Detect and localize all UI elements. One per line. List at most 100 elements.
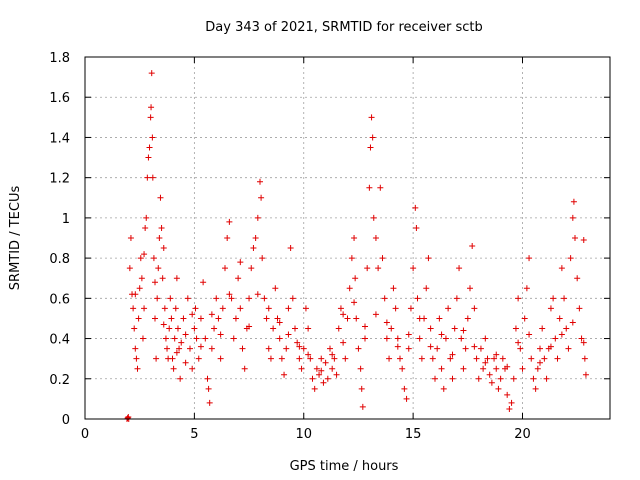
y-tick-label: 1 bbox=[62, 212, 70, 227]
data-point bbox=[164, 345, 171, 352]
data-point bbox=[556, 315, 563, 322]
y-tick-label: 0.4 bbox=[49, 333, 70, 348]
data-point bbox=[541, 355, 548, 362]
data-point bbox=[412, 204, 419, 211]
data-point bbox=[329, 365, 336, 372]
data-point bbox=[192, 305, 199, 312]
data-point bbox=[333, 371, 340, 378]
data-point bbox=[495, 385, 502, 392]
data-point bbox=[348, 255, 355, 262]
data-point bbox=[285, 331, 292, 338]
data-point bbox=[189, 365, 196, 372]
data-point bbox=[138, 275, 145, 282]
data-point bbox=[202, 335, 209, 342]
data-point bbox=[418, 355, 425, 362]
chart-title: Day 343 of 2021, SRMTID for receiver sct… bbox=[205, 20, 482, 35]
data-point bbox=[148, 104, 155, 111]
x-tick-label: 10 bbox=[295, 427, 312, 442]
data-point bbox=[413, 224, 420, 231]
x-tick-labels: 0 5 10 15 20 bbox=[81, 427, 531, 442]
data-point bbox=[307, 355, 314, 362]
data-point bbox=[539, 325, 546, 332]
data-point bbox=[254, 214, 261, 221]
data-point bbox=[392, 305, 399, 312]
data-point bbox=[205, 385, 212, 392]
data-point bbox=[367, 144, 374, 151]
data-point bbox=[467, 285, 473, 292]
data-point bbox=[296, 355, 303, 362]
data-point bbox=[526, 255, 533, 262]
data-point bbox=[427, 325, 434, 332]
data-point bbox=[226, 218, 233, 225]
data-point bbox=[302, 305, 309, 312]
x-axis-label: GPS time / hours bbox=[290, 459, 399, 474]
data-point bbox=[537, 359, 543, 366]
data-point bbox=[416, 315, 423, 322]
data-point bbox=[403, 395, 410, 402]
data-point bbox=[432, 375, 438, 382]
data-point bbox=[561, 295, 568, 302]
data-points bbox=[124, 70, 589, 422]
data-point bbox=[204, 375, 211, 382]
data-point bbox=[127, 235, 134, 241]
data-point bbox=[506, 405, 513, 412]
data-point bbox=[554, 355, 561, 362]
data-point bbox=[267, 355, 274, 362]
data-point bbox=[578, 335, 585, 342]
data-point bbox=[569, 214, 576, 221]
data-point bbox=[484, 355, 491, 362]
data-point bbox=[272, 285, 279, 292]
x-tick-label: 20 bbox=[514, 427, 531, 442]
data-point bbox=[305, 325, 312, 332]
data-point bbox=[451, 325, 458, 332]
data-point bbox=[351, 235, 358, 241]
data-point bbox=[292, 325, 298, 332]
data-point bbox=[370, 214, 377, 221]
data-point bbox=[394, 343, 401, 350]
data-point bbox=[550, 295, 557, 302]
data-point bbox=[558, 331, 565, 338]
data-point bbox=[329, 351, 336, 358]
data-point bbox=[124, 414, 131, 421]
data-point bbox=[143, 214, 150, 221]
data-point bbox=[180, 315, 187, 322]
data-point bbox=[401, 385, 408, 392]
data-point bbox=[258, 194, 265, 201]
data-point bbox=[300, 345, 307, 352]
data-point bbox=[215, 315, 222, 322]
data-point bbox=[237, 259, 244, 266]
data-point bbox=[211, 325, 218, 332]
data-point bbox=[265, 345, 272, 352]
data-point bbox=[146, 144, 153, 151]
data-point bbox=[161, 305, 168, 312]
data-point bbox=[171, 335, 178, 342]
data-point bbox=[153, 355, 160, 362]
data-point bbox=[141, 251, 148, 258]
data-point bbox=[155, 265, 162, 272]
data-point bbox=[137, 255, 144, 262]
data-point bbox=[324, 375, 331, 382]
data-point bbox=[369, 134, 376, 141]
y-tick-label: 0.8 bbox=[49, 252, 70, 267]
data-point bbox=[136, 285, 143, 292]
data-point bbox=[504, 363, 511, 370]
data-point bbox=[166, 325, 173, 332]
data-point bbox=[353, 315, 360, 322]
data-point bbox=[493, 365, 500, 372]
data-point bbox=[357, 365, 364, 372]
data-point bbox=[281, 371, 288, 378]
data-point bbox=[565, 345, 572, 352]
data-point bbox=[362, 335, 368, 342]
data-point bbox=[335, 325, 342, 332]
data-point bbox=[263, 315, 270, 322]
data-point bbox=[259, 255, 266, 262]
data-point bbox=[512, 325, 519, 332]
data-point bbox=[436, 315, 443, 322]
data-point bbox=[570, 198, 577, 205]
data-point bbox=[558, 265, 565, 272]
data-point bbox=[239, 345, 246, 352]
data-point bbox=[355, 345, 362, 352]
data-point bbox=[383, 319, 390, 326]
